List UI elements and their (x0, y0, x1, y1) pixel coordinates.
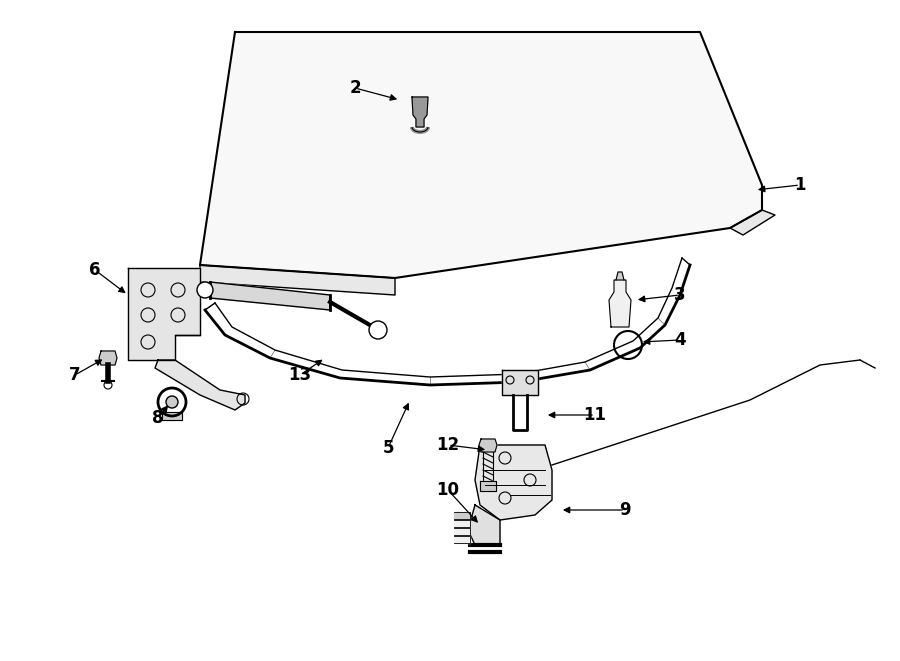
Polygon shape (468, 505, 500, 545)
Polygon shape (730, 210, 775, 235)
Text: 3: 3 (674, 286, 686, 304)
Polygon shape (200, 265, 395, 295)
Polygon shape (616, 272, 624, 280)
Text: 4: 4 (674, 331, 686, 349)
Polygon shape (210, 282, 330, 310)
Polygon shape (475, 445, 552, 520)
Polygon shape (454, 520, 470, 527)
Text: 11: 11 (583, 406, 607, 424)
Circle shape (197, 282, 213, 298)
Text: 9: 9 (619, 501, 631, 519)
Polygon shape (162, 412, 182, 420)
Text: 13: 13 (288, 366, 311, 384)
Text: 8: 8 (152, 409, 164, 427)
Polygon shape (502, 370, 538, 395)
Polygon shape (479, 439, 497, 452)
Text: 12: 12 (436, 436, 460, 454)
Polygon shape (412, 97, 428, 127)
Polygon shape (200, 32, 762, 278)
Polygon shape (480, 481, 496, 491)
Polygon shape (128, 268, 200, 360)
Polygon shape (454, 512, 470, 519)
Text: 2: 2 (349, 79, 361, 97)
Text: 6: 6 (89, 261, 101, 279)
Text: 7: 7 (69, 366, 81, 384)
Circle shape (369, 321, 387, 339)
Polygon shape (454, 528, 470, 535)
Polygon shape (609, 280, 631, 327)
Text: 1: 1 (794, 176, 806, 194)
Polygon shape (99, 351, 117, 365)
Text: 10: 10 (436, 481, 460, 499)
Circle shape (166, 396, 178, 408)
Text: 5: 5 (382, 439, 394, 457)
Polygon shape (155, 360, 245, 410)
Polygon shape (454, 536, 470, 543)
